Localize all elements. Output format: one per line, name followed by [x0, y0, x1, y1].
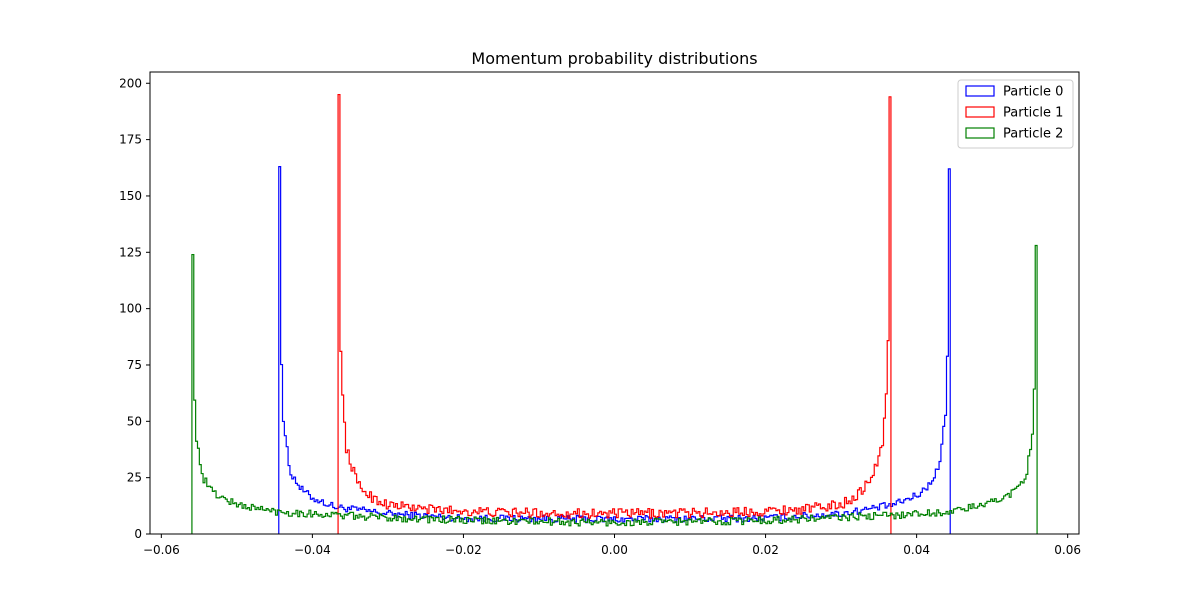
y-axis: 0 25 50 75 100 125 150 175 200 [119, 76, 150, 541]
series-line-particle-2 [191, 244, 1038, 534]
y-tick-label: 200 [119, 76, 142, 90]
x-tick-label: 0.02 [752, 543, 779, 557]
legend-label: Particle 1 [1003, 106, 1063, 121]
y-tick-label: 175 [119, 133, 142, 147]
x-tick-label: 0.04 [903, 543, 930, 557]
y-tick-label: 0 [134, 527, 142, 541]
y-tick-label: 25 [127, 471, 142, 485]
series-line-particle-0 [278, 166, 951, 534]
legend-swatch [965, 106, 995, 118]
chart-title: Momentum probability distributions [471, 49, 757, 68]
legend-label: Particle 2 [1003, 127, 1063, 142]
y-tick-label: 75 [127, 358, 142, 372]
legend: Particle 0 Particle 1 Particle 2 [957, 79, 1074, 149]
x-axis: −0.06 −0.04 −0.02 0.00 0.02 0.04 0.06 [143, 534, 1081, 557]
y-tick-label: 150 [119, 189, 142, 203]
x-tick-label: −0.06 [143, 543, 180, 557]
x-tick-label: 0.00 [601, 543, 628, 557]
y-tick-label: 50 [127, 414, 142, 428]
series-line-particle-1 [337, 93, 892, 534]
x-tick-label: −0.04 [294, 543, 331, 557]
legend-box [957, 79, 1074, 149]
series-layer [191, 93, 1038, 534]
legend-swatch [965, 127, 995, 139]
legend-swatch [965, 85, 995, 97]
legend-label: Particle 0 [1003, 85, 1063, 100]
y-tick-label: 100 [119, 302, 142, 316]
x-tick-label: −0.02 [445, 543, 482, 557]
y-tick-label: 125 [119, 245, 142, 259]
x-tick-label: 0.06 [1054, 543, 1081, 557]
